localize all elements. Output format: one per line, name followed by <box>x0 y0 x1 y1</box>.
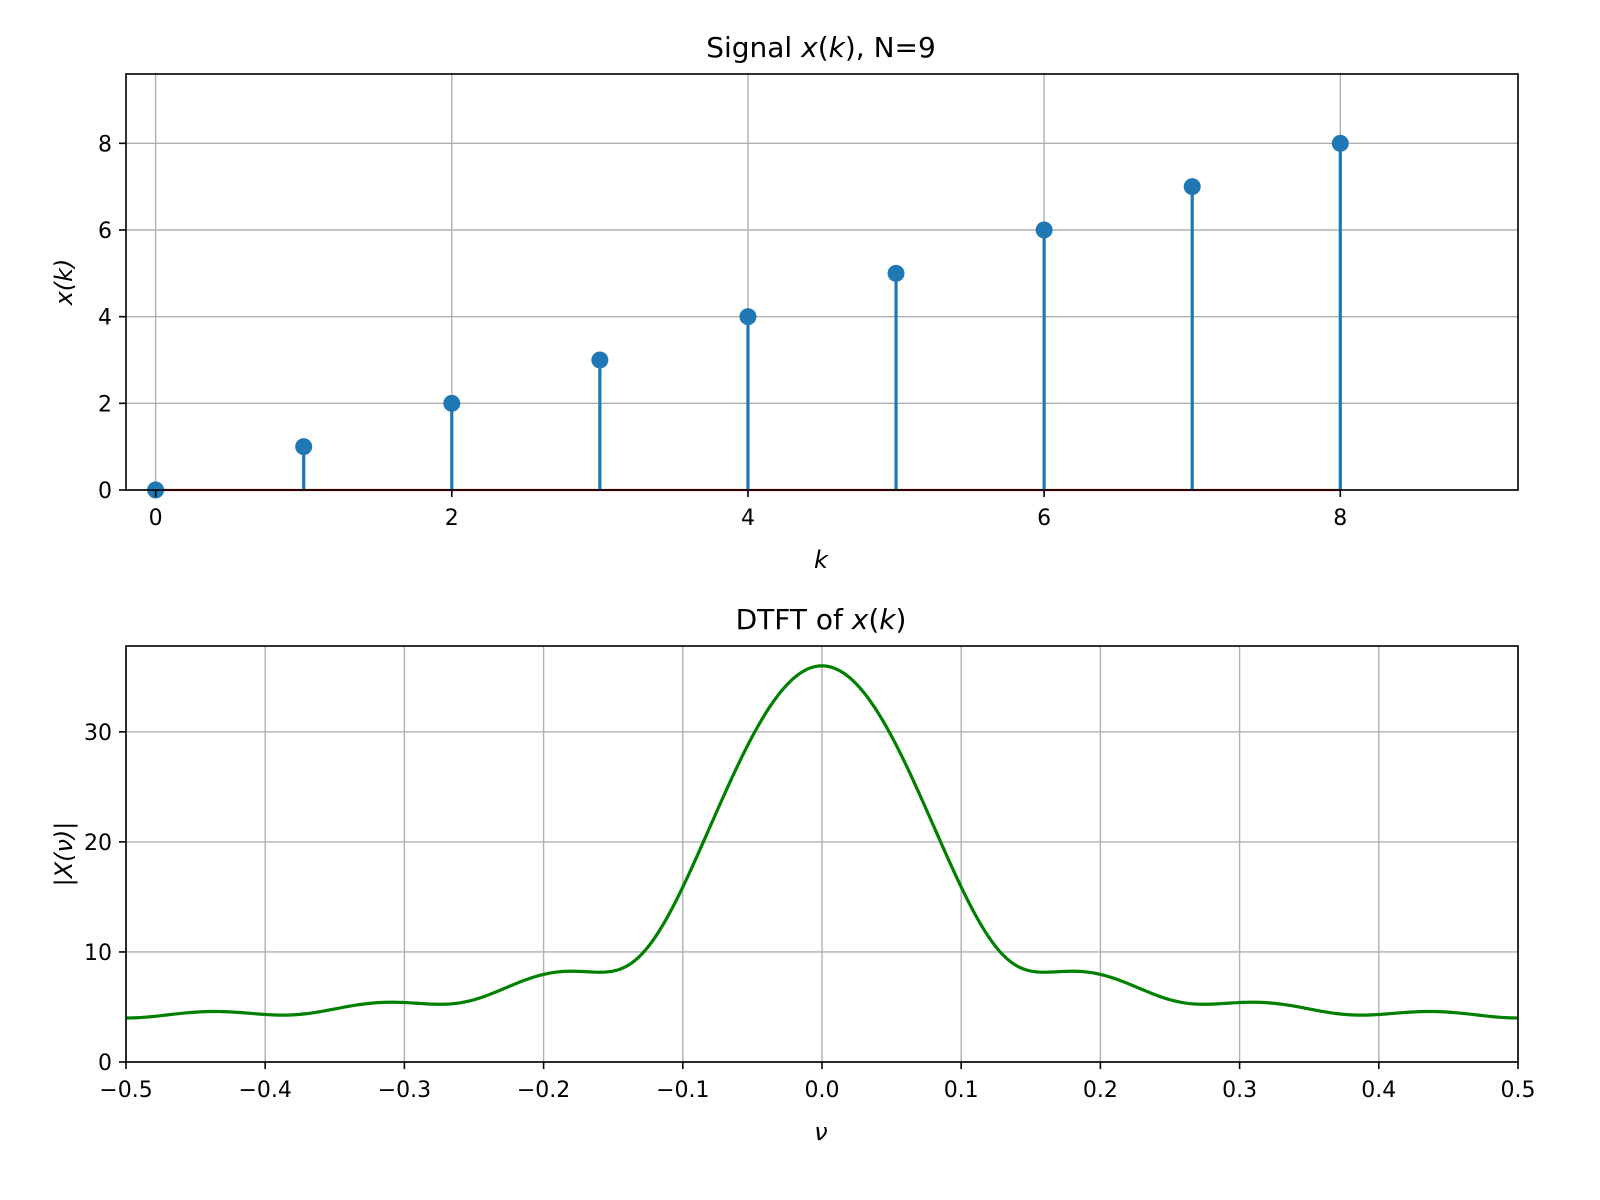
top-x-tick-label: 0 <box>149 506 163 531</box>
dtft-magnitude-line <box>125 664 1519 1020</box>
bottom-x-tick-label: 0.1 <box>944 1078 979 1103</box>
bottom-x-tick-label: 0.5 <box>1501 1078 1536 1103</box>
bottom-chart-title: DTFT of x(k) <box>736 603 907 636</box>
top-y-tick-label: 4 <box>98 306 112 331</box>
bottom-line-marks <box>125 664 1519 1020</box>
top-y-label-text: x(k) <box>50 259 78 307</box>
bottom-x-tick-label: −0.5 <box>99 1078 152 1103</box>
stem-marker <box>1183 178 1201 196</box>
bottom-x-tick-label: 0.0 <box>805 1078 840 1103</box>
bottom-x-tick-label: −0.4 <box>238 1078 291 1103</box>
top-y-tick-label: 0 <box>98 479 112 504</box>
top-x-tick-label: 4 <box>741 506 755 531</box>
top-y-axis-label: x(k) <box>50 259 78 307</box>
stem-marker <box>887 264 905 282</box>
bottom-x-tick-label: 0.3 <box>1222 1078 1257 1103</box>
dtft-line-panel: DTFT of x(k) −0.5 −0.4 −0.3 −0.2 −0.1 0.0 0.1 0… <box>50 603 1536 1146</box>
bottom-y-tick-label: 0 <box>98 1051 112 1076</box>
top-title-part-2: x <box>800 31 818 64</box>
top-x-tick-label: 2 <box>445 506 459 531</box>
bottom-x-axis-label: ν <box>814 1118 827 1146</box>
bottom-y-tick-label: 10 <box>84 941 112 966</box>
stem-marker <box>295 438 313 456</box>
top-title-part-5: ), N=9 <box>845 31 936 64</box>
bottom-x-tick-label: −0.1 <box>656 1078 709 1103</box>
bottom-ticks: −0.5 −0.4 −0.3 −0.2 −0.1 0.0 0.1 0.2 0.3 0.4 0.5 0 1… <box>84 721 1536 1103</box>
top-chart-title: Signal x(k), N=9 <box>706 31 936 64</box>
stem-marker <box>1331 134 1349 152</box>
top-y-tick-label: 2 <box>98 392 112 417</box>
top-y-tick-label: 8 <box>98 132 112 157</box>
top-title-part-4: k <box>829 31 847 64</box>
bottom-x-tick-label: 0.2 <box>1083 1078 1118 1103</box>
bottom-y-tick-label: 30 <box>84 721 112 746</box>
bottom-title-part-3: ( <box>868 603 879 636</box>
stem-marker <box>443 394 461 412</box>
top-title-part-1: Signal <box>706 31 801 64</box>
stem-marker <box>591 351 609 369</box>
bottom-title-part-5: ) <box>895 603 906 636</box>
bottom-x-tick-label: 0.4 <box>1361 1078 1396 1103</box>
stem-marker <box>1035 221 1053 239</box>
top-x-tick-label: 8 <box>1333 506 1347 531</box>
bottom-y-tick-label: 20 <box>84 831 112 856</box>
top-x-tick-label: 6 <box>1037 506 1051 531</box>
bottom-title-part-2: x <box>851 603 869 636</box>
bottom-title-part-1: DTFT of <box>736 603 852 636</box>
stem-marker <box>739 308 757 326</box>
bottom-y-axis-label: |X(ν)| <box>50 822 78 887</box>
top-title-part-3: ( <box>818 31 829 64</box>
bottom-x-tick-label: −0.2 <box>517 1078 570 1103</box>
bottom-x-tick-label: −0.3 <box>378 1078 431 1103</box>
top-x-axis-label: k <box>814 546 829 574</box>
bottom-title-part-4: k <box>879 603 897 636</box>
top-ticks: 0 2 4 6 8 0 2 4 6 8 <box>98 132 1347 531</box>
top-plot-frame <box>125 73 1519 491</box>
top-y-tick-label: 6 <box>98 219 112 244</box>
